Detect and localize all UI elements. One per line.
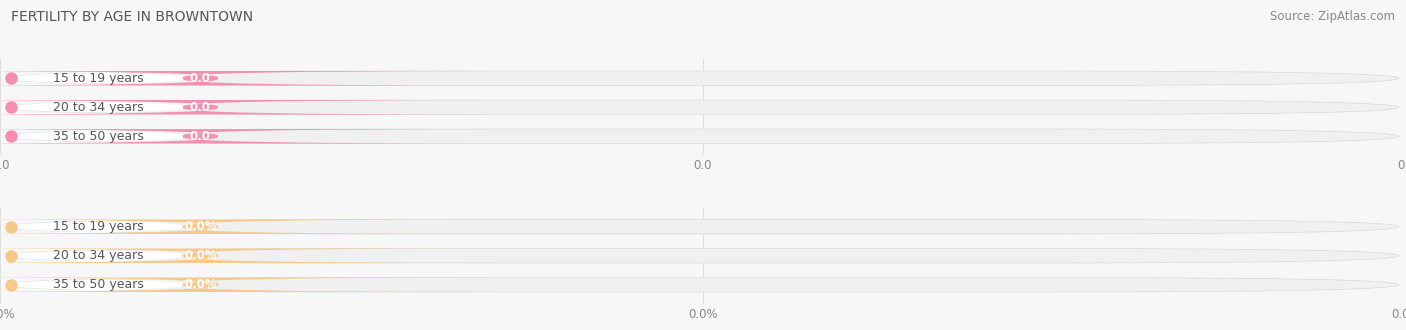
FancyBboxPatch shape xyxy=(0,278,492,292)
FancyBboxPatch shape xyxy=(7,129,1399,144)
Text: 20 to 34 years: 20 to 34 years xyxy=(53,101,143,114)
Text: Source: ZipAtlas.com: Source: ZipAtlas.com xyxy=(1270,10,1395,23)
Text: 0.0: 0.0 xyxy=(190,72,211,85)
Text: 0.0: 0.0 xyxy=(190,101,211,114)
FancyBboxPatch shape xyxy=(0,129,492,144)
Text: 15 to 19 years: 15 to 19 years xyxy=(53,220,143,233)
Text: 0.0%: 0.0% xyxy=(184,249,217,262)
FancyBboxPatch shape xyxy=(7,100,1399,115)
Text: 35 to 50 years: 35 to 50 years xyxy=(53,278,145,291)
FancyBboxPatch shape xyxy=(0,71,492,85)
FancyBboxPatch shape xyxy=(0,248,359,263)
Text: 35 to 50 years: 35 to 50 years xyxy=(53,130,145,143)
FancyBboxPatch shape xyxy=(0,129,359,144)
Text: 0.0%: 0.0% xyxy=(184,220,217,233)
Text: 0.0%: 0.0% xyxy=(184,278,217,291)
FancyBboxPatch shape xyxy=(7,278,1399,292)
Text: 20 to 34 years: 20 to 34 years xyxy=(53,249,143,262)
Text: 0.0: 0.0 xyxy=(190,130,211,143)
FancyBboxPatch shape xyxy=(0,100,492,115)
Text: 15 to 19 years: 15 to 19 years xyxy=(53,72,143,85)
FancyBboxPatch shape xyxy=(7,71,1399,85)
FancyBboxPatch shape xyxy=(0,219,492,234)
FancyBboxPatch shape xyxy=(7,248,1399,263)
FancyBboxPatch shape xyxy=(0,100,359,115)
FancyBboxPatch shape xyxy=(0,71,359,85)
FancyBboxPatch shape xyxy=(0,248,492,263)
FancyBboxPatch shape xyxy=(0,219,359,234)
FancyBboxPatch shape xyxy=(0,278,359,292)
FancyBboxPatch shape xyxy=(7,219,1399,234)
Text: FERTILITY BY AGE IN BROWNTOWN: FERTILITY BY AGE IN BROWNTOWN xyxy=(11,10,253,24)
